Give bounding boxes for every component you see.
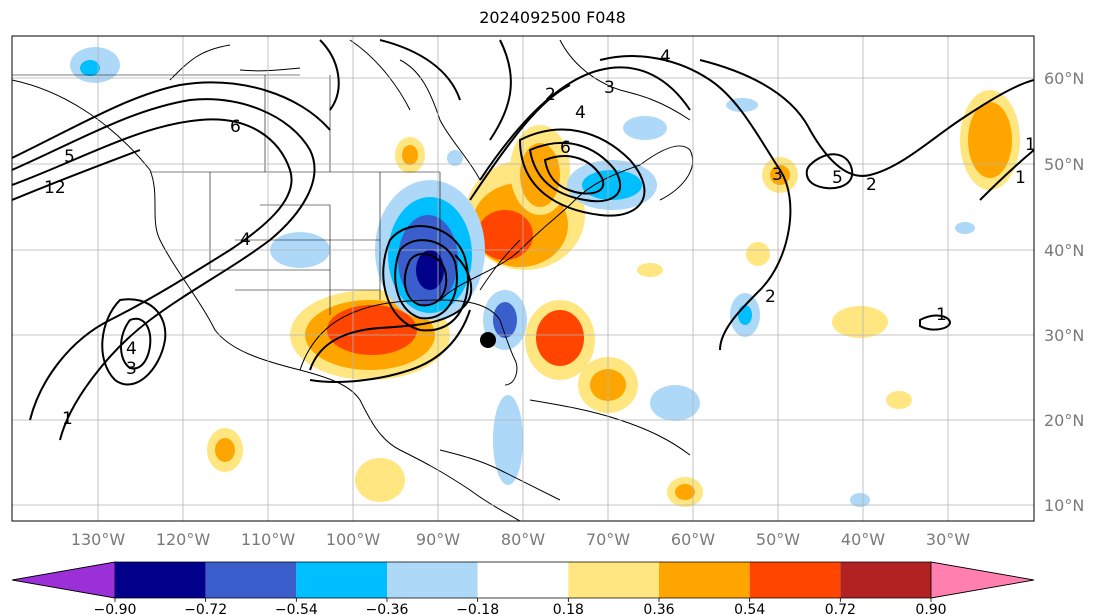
contour-label: 5 bbox=[832, 168, 843, 188]
contour-label: 6 bbox=[230, 117, 241, 137]
contour-label: 4 bbox=[660, 47, 671, 67]
contour-label: 4 bbox=[240, 230, 251, 250]
colorbar-swatch bbox=[840, 562, 931, 598]
longitude-axis: 130°W 120°W 110°W 100°W 90°W 80°W 70°W 6… bbox=[71, 530, 970, 549]
contour-lines bbox=[12, 39, 1034, 441]
colorbar-tick-label: −0.72 bbox=[184, 602, 227, 615]
colorbar-tick-label: 0.54 bbox=[734, 602, 765, 615]
map-frame bbox=[11, 35, 1035, 522]
colorbar-tick-label: 0.90 bbox=[915, 602, 946, 615]
colorbar-tick-label: −0.54 bbox=[275, 602, 318, 615]
contour-label: 1 bbox=[62, 409, 73, 429]
contour-label: 1 bbox=[936, 305, 947, 325]
colorbar: −0.90 −0.72 −0.54 −0.36 −0.18 0.18 0.36 0.54 0.7… bbox=[11, 561, 1035, 615]
colorbar-swatch bbox=[205, 562, 297, 598]
contour-label: 3 bbox=[126, 359, 137, 379]
contour-label-group: 1 1 2 3 4 5 6 12 4 6 2 4 3 5 1 2 1 4 3 bbox=[44, 47, 1036, 429]
longitude-label: 80°W bbox=[501, 530, 545, 549]
latitude-label: 60°N bbox=[1044, 69, 1084, 88]
colorbar-swatch bbox=[477, 562, 569, 598]
contour-label: 2 bbox=[866, 175, 877, 195]
coastlines bbox=[12, 39, 694, 521]
graticule bbox=[12, 36, 1034, 521]
map-title: 2024092500 F048 bbox=[479, 8, 626, 27]
longitude-label: 30°W bbox=[926, 530, 970, 549]
contour-label: 4 bbox=[126, 339, 137, 359]
latitude-axis: 60°N 50°N 40°N 30°N 20°N 10°N bbox=[1044, 69, 1084, 515]
colorbar-tick-label: −0.36 bbox=[366, 602, 409, 615]
longitude-label: 40°W bbox=[841, 530, 885, 549]
colorbar-swatch bbox=[749, 562, 841, 598]
contour-label: 5 bbox=[64, 147, 75, 167]
longitude-label: 130°W bbox=[71, 530, 126, 549]
longitude-label: 60°W bbox=[671, 530, 715, 549]
contour-label: 1 bbox=[1025, 135, 1036, 155]
contour-label: 12 bbox=[44, 178, 66, 198]
longitude-label: 90°W bbox=[416, 530, 460, 549]
contour-label: 4 bbox=[575, 103, 586, 123]
latitude-label: 50°N bbox=[1044, 155, 1084, 174]
colorbar-swatch bbox=[387, 562, 478, 598]
colorbar-tick-label: 0.72 bbox=[825, 602, 856, 615]
cool-anomaly-regions bbox=[70, 47, 975, 507]
colorbar-tick-label: −0.90 bbox=[94, 602, 137, 615]
colorbar-extend-low bbox=[11, 561, 116, 599]
latitude-label: 40°N bbox=[1044, 241, 1084, 260]
contour-label: 3 bbox=[772, 165, 783, 185]
longitude-label: 70°W bbox=[586, 530, 630, 549]
colorbar-tick-label: 0.18 bbox=[553, 602, 584, 615]
longitude-label: 110°W bbox=[241, 530, 296, 549]
contour-label: 2 bbox=[765, 287, 776, 307]
contour-label: 6 bbox=[560, 138, 571, 158]
colorbar-swatch bbox=[115, 562, 206, 598]
colorbar-tick-label: −0.18 bbox=[456, 602, 499, 615]
latitude-label: 20°N bbox=[1044, 411, 1084, 430]
longitude-label: 50°W bbox=[756, 530, 800, 549]
colorbar-tick-label: 0.36 bbox=[643, 602, 674, 615]
colorbar-extend-high bbox=[930, 561, 1035, 599]
contour-label: 2 bbox=[545, 85, 556, 105]
colorbar-swatch bbox=[659, 562, 750, 598]
latitude-label: 30°N bbox=[1044, 326, 1084, 345]
longitude-label: 120°W bbox=[156, 530, 211, 549]
storm-center-marker bbox=[480, 332, 496, 348]
contour-label: 3 bbox=[604, 78, 615, 98]
latitude-label: 10°N bbox=[1044, 496, 1084, 515]
contour-label: 1 bbox=[1015, 168, 1026, 188]
colorbar-swatch bbox=[296, 562, 387, 598]
colorbar-swatch bbox=[568, 562, 659, 598]
longitude-label: 100°W bbox=[326, 530, 381, 549]
